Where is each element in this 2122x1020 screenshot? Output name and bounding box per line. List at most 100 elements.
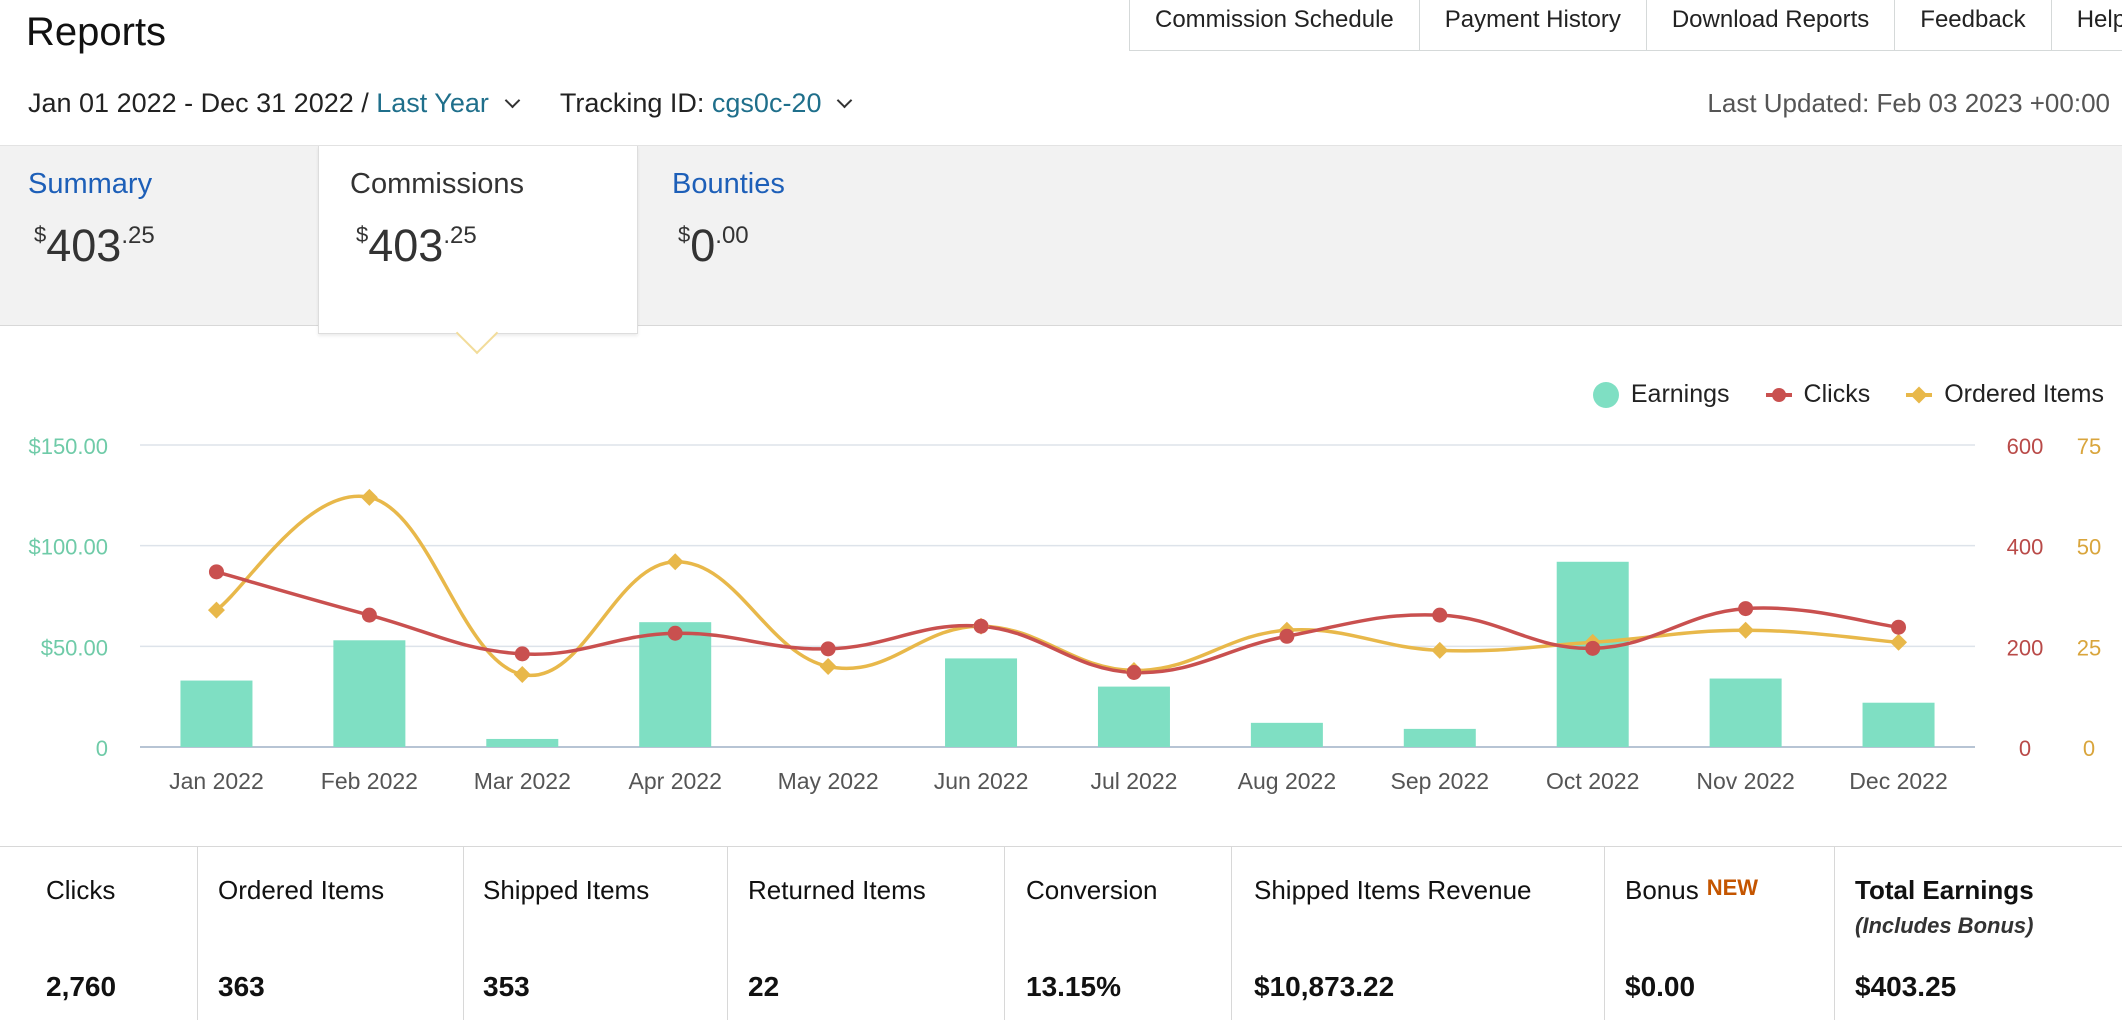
ordered-items-point <box>1890 633 1908 651</box>
page-title: Reports <box>26 10 167 54</box>
nav-commission-schedule[interactable]: Commission Schedule <box>1130 0 1420 51</box>
chart-svg: 0 $50.00 $100.00 $150.00 0 200 400 600 0 25 50 75 Ja… <box>28 434 2101 794</box>
chevron-down-icon[interactable] <box>837 92 853 109</box>
earnings-bar <box>1862 702 1935 747</box>
x-axis-tick-label: Jul 2022 <box>1090 768 1177 794</box>
amount-cents: .25 <box>121 222 155 249</box>
legend-clicks[interactable]: Clicks <box>1765 380 1870 409</box>
nav-download-reports[interactable]: Download Reports <box>1647 0 1896 51</box>
right-axis-clicks-tick-label: 200 <box>2007 635 2044 660</box>
stat-shipped-label: Shipped Items <box>483 875 650 905</box>
clicks-point <box>361 607 377 623</box>
x-axis-tick-label: Aug 2022 <box>1238 768 1336 794</box>
tab-commissions-amount: $403.25 <box>356 220 477 272</box>
stat-bonus-value: $0.00 <box>1625 971 1696 1002</box>
period-dropdown[interactable]: Last Year <box>376 88 489 118</box>
clicks-point <box>1432 607 1448 623</box>
bonus-label-text: Bonus <box>1625 875 1699 905</box>
right-axis-ordered-tick-label: 25 <box>2077 635 2101 660</box>
legend-earnings-label: Earnings <box>1630 380 1730 408</box>
stat-ordered-items: Ordered Items 363 <box>198 847 464 1020</box>
new-badge: NEW <box>1706 875 1759 900</box>
stat-returned-label: Returned Items <box>748 875 926 905</box>
stat-total-value: $403.25 <box>1855 971 1957 1002</box>
tab-summary-amount: $403.25 <box>34 220 155 272</box>
stat-returned-value: 22 <box>748 971 780 1002</box>
stat-total-sub: (Includes Bonus) <box>1855 913 2034 938</box>
currency-symbol: $ <box>34 222 47 247</box>
tab-bounties-amount: $0.00 <box>678 220 749 272</box>
stat-clicks: Clicks 2,760 <box>0 847 198 1020</box>
clicks-point <box>1891 619 1907 635</box>
x-axis-tick-label: Apr 2022 <box>629 768 722 794</box>
tracking-label: Tracking ID: <box>559 88 712 118</box>
legend-earnings[interactable]: Earnings <box>1592 380 1730 409</box>
ordered-items-point <box>819 657 837 675</box>
clicks-line <box>215 570 1899 675</box>
date-range-text: Jan 01 2022 - Dec 31 2022 / <box>28 88 377 118</box>
clicks-point <box>1279 628 1295 644</box>
earnings-bar <box>180 680 253 747</box>
earnings-bar <box>1709 678 1782 747</box>
ordered-items-point <box>666 553 684 571</box>
right-axis-ordered-tick-label: 50 <box>2077 535 2101 560</box>
earnings-bar <box>486 738 559 747</box>
right-axis-clicks-tick-label: 400 <box>2007 535 2044 560</box>
stat-clicks-label: Clicks <box>46 875 116 905</box>
currency-symbol: $ <box>356 222 369 247</box>
stat-shipped-value: 353 <box>483 971 530 1002</box>
earnings-chart: 0 $50.00 $100.00 $150.00 0 200 400 600 0 25 50 75 Ja… <box>0 360 2122 800</box>
x-axis-tick-label: Nov 2022 <box>1696 768 1794 794</box>
report-tabs: Summary $403.25 Commissions $403.25 Boun… <box>0 145 2122 334</box>
x-axis-tick-label: Dec 2022 <box>1849 768 1947 794</box>
stat-conversion-value: 13.15% <box>1026 971 1121 1002</box>
stat-returned-items: Returned Items 22 <box>728 847 1005 1020</box>
legend-ordered-label: Ordered Items <box>1944 380 2104 408</box>
tab-commissions[interactable]: Commissions $403.25 <box>318 146 638 334</box>
nav-feedback[interactable]: Feedback <box>1895 0 2052 51</box>
x-axis-tick-label: Oct 2022 <box>1546 768 1639 794</box>
ordered-items-swatch-icon <box>1906 382 1933 408</box>
clicks-point <box>973 618 989 634</box>
right-axis-clicks-tick-label: 600 <box>2007 434 2044 459</box>
ordered-items-point <box>360 488 378 506</box>
earnings-bar <box>639 622 712 747</box>
stat-shipped-revenue: Shipped Items Revenue $10,873.22 <box>1232 847 1605 1020</box>
x-axis-tick-label: Sep 2022 <box>1391 768 1489 794</box>
clicks-point <box>1126 665 1142 681</box>
stat-total-label: Total Earnings <box>1855 875 2034 905</box>
left-axis-tick-label: 0 <box>96 736 108 761</box>
stats-bar: Clicks 2,760 Ordered Items 363 Shipped I… <box>0 846 2122 1020</box>
amount-dollars: 403 <box>368 220 444 271</box>
amount-cents: .25 <box>443 222 477 249</box>
ordered-items-point <box>513 666 531 684</box>
x-axis-tick-label: Jan 2022 <box>169 768 264 794</box>
chart-legend: Earnings Clicks Ordered Items <box>1557 380 2104 409</box>
chevron-down-icon[interactable] <box>504 92 521 109</box>
amount-dollars: 0 <box>690 220 716 271</box>
stat-conversion-label: Conversion <box>1026 875 1158 905</box>
left-axis-tick-label: $100.00 <box>28 535 108 560</box>
last-updated: Last Updated: Feb 03 2023 +00:00 <box>1707 88 2110 118</box>
stat-bonus: Bonus NEW $0.00 <box>1605 847 1835 1020</box>
tab-bounties[interactable]: Bounties $0.00 <box>638 146 1038 327</box>
earnings-bar <box>945 658 1018 747</box>
earnings-bar <box>1250 722 1323 747</box>
top-nav: Commission Schedule Payment History Down… <box>1129 0 2122 51</box>
amount-cents: .00 <box>715 222 749 249</box>
earnings-bar <box>1097 686 1170 747</box>
tab-bounties-label: Bounties <box>672 168 785 200</box>
clicks-point <box>208 564 224 580</box>
tracking-id-dropdown[interactable]: cgs0c-20 <box>711 88 822 118</box>
clicks-point <box>514 646 530 662</box>
stat-ordered-label: Ordered Items <box>218 875 385 905</box>
nav-payment-history[interactable]: Payment History <box>1420 0 1647 51</box>
tab-summary[interactable]: Summary $403.25 <box>0 146 318 327</box>
nav-help[interactable]: Help <box>2076 6 2122 33</box>
clicks-point <box>1585 640 1601 656</box>
legend-ordered-items[interactable]: Ordered Items <box>1906 380 2104 409</box>
right-axis-ordered-tick-label: 75 <box>2077 434 2101 459</box>
currency-symbol: $ <box>678 222 691 247</box>
left-axis-tick-label: $150.00 <box>28 434 108 459</box>
x-axis-tick-label: May 2022 <box>778 768 879 794</box>
